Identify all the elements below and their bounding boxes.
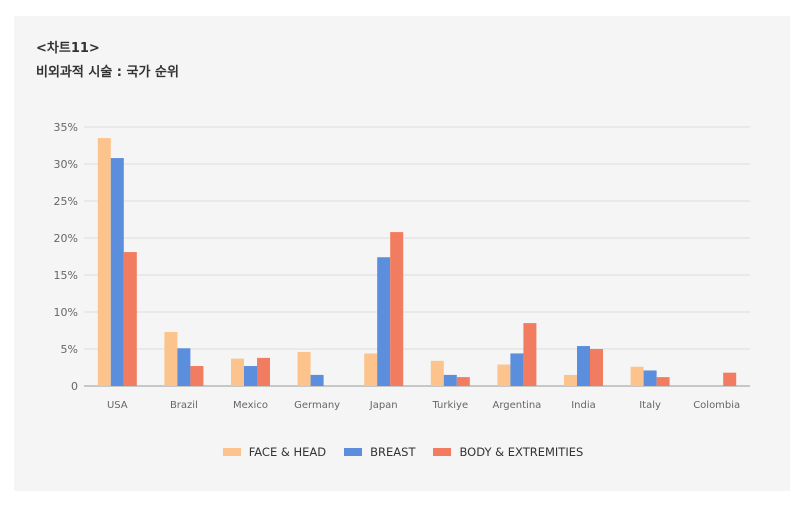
- bar: [564, 374, 577, 386]
- x-tick-label: India: [571, 400, 596, 411]
- bar: [190, 366, 204, 386]
- bar: [643, 370, 657, 386]
- x-tick-label: Turkiye: [431, 400, 468, 411]
- legend-label: BREAST: [370, 445, 416, 459]
- bar: [430, 360, 444, 386]
- bar: [443, 374, 457, 386]
- bar: [577, 346, 590, 386]
- legend-label: FACE & HEAD: [248, 445, 327, 459]
- bar: [656, 377, 670, 386]
- bar: [123, 252, 137, 386]
- y-tick-label: 35%: [54, 121, 78, 134]
- bar: [390, 232, 404, 386]
- bar: [257, 357, 270, 386]
- legend-label: BODY & EXTREMITIES: [459, 445, 584, 459]
- chart-title: 비외과적 시술 : 국가 순위: [36, 65, 179, 80]
- x-tick-label: Argentina: [493, 400, 542, 411]
- legend-item: FACE & HEAD: [222, 445, 327, 459]
- y-tick-label: 15%: [54, 269, 78, 282]
- bar: [297, 351, 311, 386]
- x-tick-label: Mexico: [233, 400, 268, 411]
- chart-number-label: <차트11>: [36, 41, 100, 56]
- bar: [97, 138, 111, 386]
- bar: [177, 348, 191, 386]
- bar: [310, 374, 324, 386]
- bar: [523, 323, 537, 386]
- x-tick-label: Brazil: [170, 400, 198, 411]
- bar: [590, 349, 603, 386]
- legend: FACE & HEAD BREAST BODY & EXTREMITIES: [0, 445, 806, 459]
- legend-item: BODY & EXTREMITIES: [433, 445, 583, 459]
- x-tick-label: Colombia: [693, 400, 740, 411]
- bar: [456, 377, 470, 386]
- bar: [497, 364, 511, 386]
- legend-swatch: [344, 448, 363, 456]
- bar: [231, 358, 244, 386]
- x-tick-label: Germany: [294, 400, 340, 411]
- bar: [110, 158, 124, 386]
- legend-swatch: [433, 448, 452, 456]
- bar: [164, 331, 178, 386]
- bar: [723, 372, 737, 386]
- bar: [377, 257, 391, 386]
- bar: [364, 353, 378, 386]
- y-tick-label: 30%: [54, 158, 78, 171]
- y-tick-label: 0: [71, 380, 78, 393]
- x-tick-label: Italy: [639, 400, 661, 411]
- y-tick-label: 20%: [54, 232, 78, 245]
- y-tick-label: 25%: [54, 195, 78, 208]
- bar: [630, 366, 644, 386]
- y-tick-label: 10%: [54, 306, 78, 319]
- x-tick-label: USA: [107, 400, 128, 411]
- legend-item: BREAST: [344, 445, 415, 459]
- bar: [510, 353, 524, 386]
- x-tick-label: Japan: [369, 400, 398, 411]
- bar: [244, 366, 257, 386]
- legend-swatch: [222, 448, 241, 456]
- y-tick-label: 5%: [61, 343, 78, 356]
